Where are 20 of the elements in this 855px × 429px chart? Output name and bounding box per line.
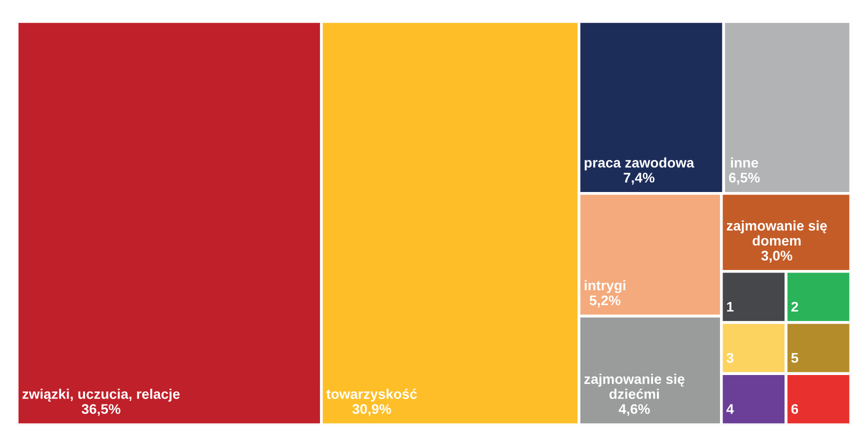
category-label: 5 <box>791 353 798 363</box>
category-label: 2 <box>791 302 798 312</box>
data-label: 7,4% <box>624 172 654 185</box>
category-label: intrygi <box>584 280 626 294</box>
data-label: 5,2% <box>590 295 620 308</box>
category-label: zajmowanie się domem <box>726 220 827 246</box>
category-label: praca zawodowa <box>584 157 694 170</box>
category-label: 4 <box>726 404 734 414</box>
category-label: towarzyskość <box>326 388 417 402</box>
category-label: 1 <box>727 302 734 312</box>
category-label: związki, uczucia, relacje <box>22 388 180 402</box>
category-label: zajmowanie się dziećmi <box>584 374 684 399</box>
data-label: 4,6% <box>618 404 650 416</box>
category-label: 6 <box>791 404 798 414</box>
data-label: 3,0% <box>761 250 792 263</box>
category-label: 3 <box>726 352 734 363</box>
data-label: 36,5% <box>82 404 120 416</box>
data-label: 30,9% <box>352 404 392 416</box>
data-label: 6,5% <box>728 172 760 185</box>
category-label: inne <box>731 157 758 168</box>
